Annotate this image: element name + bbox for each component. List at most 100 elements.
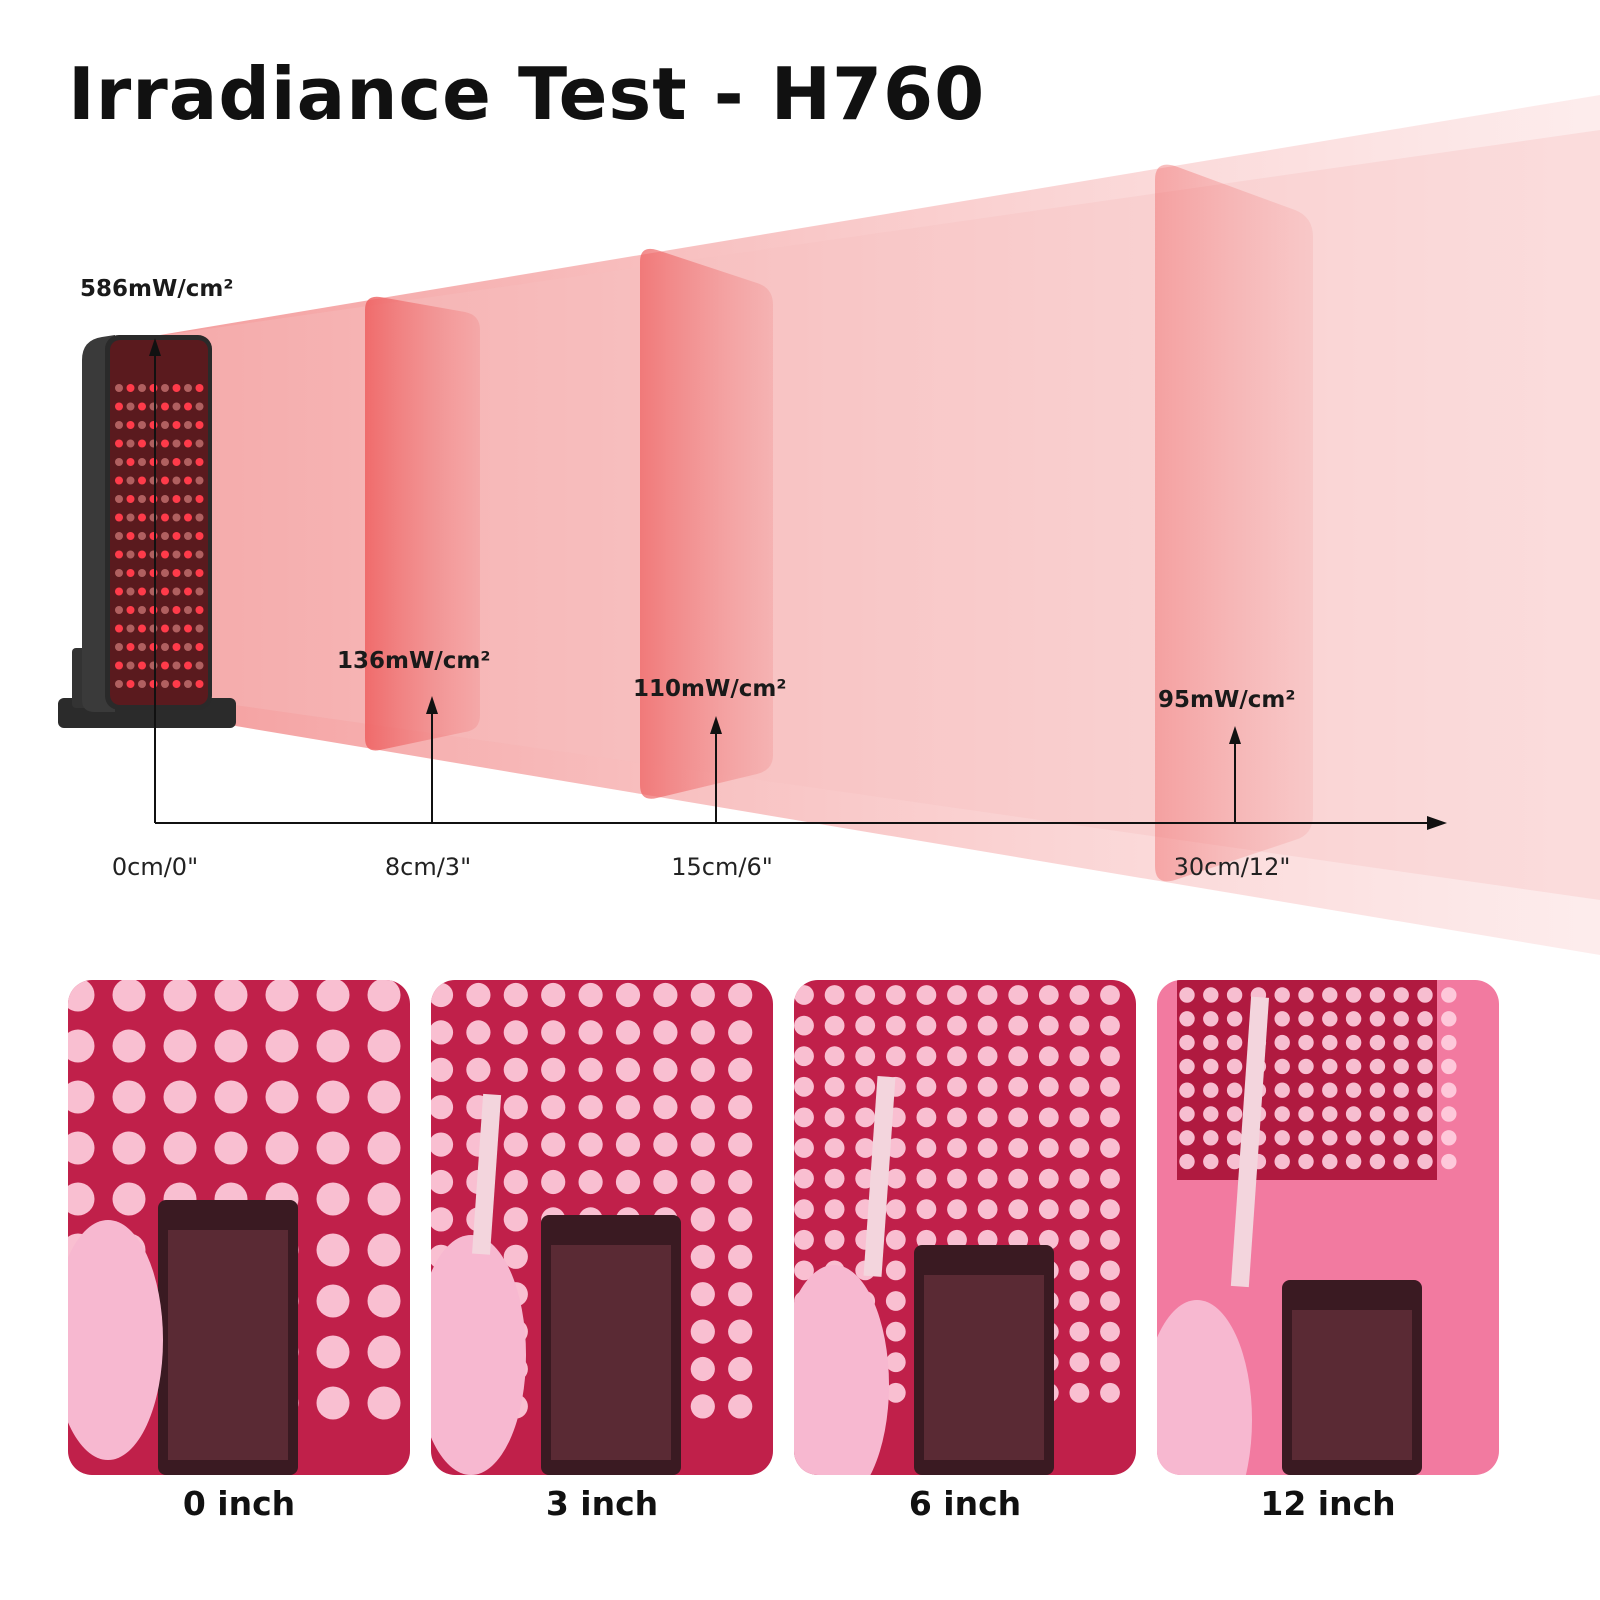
hand bbox=[1157, 1300, 1252, 1475]
led bbox=[149, 569, 158, 577]
hand bbox=[794, 1265, 889, 1475]
led bbox=[195, 680, 204, 688]
led bbox=[126, 421, 135, 429]
led bbox=[126, 458, 135, 466]
light-beam-outer bbox=[130, 130, 1600, 900]
led bbox=[161, 587, 169, 596]
led bbox=[184, 439, 192, 448]
photo-caption-3-inch: 3 inch bbox=[545, 1484, 659, 1523]
photo-caption-0-inch: 0 inch bbox=[182, 1484, 296, 1523]
led bbox=[126, 624, 135, 633]
led bbox=[172, 513, 181, 522]
led bbox=[149, 606, 158, 614]
led bbox=[161, 458, 169, 466]
led bbox=[149, 624, 158, 633]
irradiance-diagram bbox=[58, 95, 1600, 955]
led bbox=[149, 643, 158, 651]
led bbox=[172, 606, 181, 614]
tape-measure bbox=[1230, 996, 1270, 1288]
distance-label-8cm: 8cm/3" bbox=[384, 853, 472, 881]
led bbox=[115, 476, 123, 485]
led bbox=[115, 624, 123, 633]
led bbox=[172, 495, 181, 503]
led bbox=[172, 569, 181, 577]
led bbox=[195, 513, 204, 522]
led bbox=[115, 513, 123, 522]
led bbox=[138, 495, 146, 503]
irradiance-label-0cm: 586mW/cm² bbox=[80, 276, 234, 302]
led bbox=[172, 439, 181, 448]
tape-measure bbox=[863, 1076, 896, 1277]
led bbox=[195, 458, 204, 466]
led bbox=[184, 587, 192, 596]
test-photo-6-inch bbox=[794, 980, 1136, 1475]
led bbox=[195, 661, 204, 670]
measurement-plane-15cm bbox=[640, 248, 773, 799]
led bbox=[184, 513, 192, 522]
led bbox=[115, 643, 123, 651]
led bbox=[184, 421, 192, 429]
led bbox=[149, 384, 158, 392]
led bbox=[149, 495, 158, 503]
led bbox=[195, 643, 204, 651]
led bbox=[115, 402, 123, 411]
led bbox=[172, 384, 181, 392]
led bbox=[195, 569, 204, 577]
led bbox=[195, 606, 204, 614]
axis-arrowhead bbox=[1427, 816, 1447, 830]
led bbox=[126, 643, 135, 651]
led bbox=[172, 402, 181, 411]
led bbox=[126, 476, 135, 485]
led bbox=[184, 569, 192, 577]
led bbox=[149, 587, 158, 596]
led bbox=[115, 680, 123, 688]
led bbox=[184, 402, 192, 411]
led bbox=[115, 550, 123, 559]
led bbox=[138, 550, 146, 559]
distance-label-30cm: 30cm/12" bbox=[1173, 853, 1291, 881]
led bbox=[161, 550, 169, 559]
led bbox=[184, 661, 192, 670]
test-photo-0-inch bbox=[68, 980, 410, 1475]
led bbox=[149, 421, 158, 429]
h760-device bbox=[58, 335, 236, 728]
irradiance-label-8cm: 136mW/cm² bbox=[337, 648, 491, 674]
led bbox=[138, 680, 146, 688]
led bbox=[184, 532, 192, 540]
led bbox=[195, 495, 204, 503]
led bbox=[138, 661, 146, 670]
led bbox=[172, 624, 181, 633]
led bbox=[115, 532, 123, 540]
led bbox=[172, 421, 181, 429]
led bbox=[172, 550, 181, 559]
led bbox=[138, 476, 146, 485]
test-photo-12-inch bbox=[1157, 980, 1499, 1475]
led bbox=[115, 569, 123, 577]
photo-caption-6-inch: 6 inch bbox=[908, 1484, 1022, 1523]
led bbox=[195, 624, 204, 633]
led bbox=[126, 680, 135, 688]
measurement-arrows bbox=[149, 338, 1241, 823]
led bbox=[115, 384, 123, 392]
led bbox=[172, 458, 181, 466]
led bbox=[149, 680, 158, 688]
photo-caption-12-inch: 12 inch bbox=[1260, 1484, 1396, 1523]
led bbox=[138, 421, 146, 429]
led bbox=[184, 643, 192, 651]
irradiance-label-30cm: 95mW/cm² bbox=[1158, 687, 1296, 713]
led bbox=[195, 532, 204, 540]
led bbox=[161, 680, 169, 688]
hand bbox=[431, 1235, 526, 1475]
led bbox=[149, 458, 158, 466]
led bbox=[126, 550, 135, 559]
led bbox=[161, 495, 169, 503]
led bbox=[161, 606, 169, 614]
led bbox=[161, 421, 169, 429]
led bbox=[126, 384, 135, 392]
led bbox=[126, 569, 135, 577]
led bbox=[172, 532, 181, 540]
led bbox=[126, 439, 135, 448]
led bbox=[115, 458, 123, 466]
led bbox=[184, 384, 192, 392]
led bbox=[138, 643, 146, 651]
